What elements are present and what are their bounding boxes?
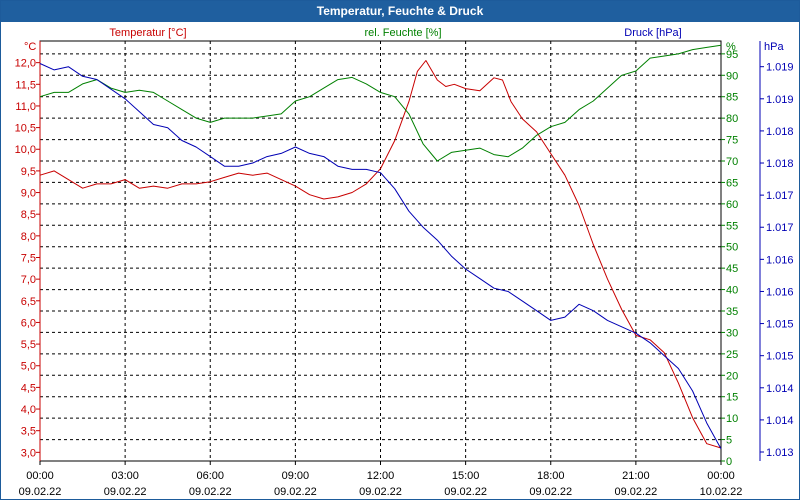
humidity-unit-label: % (726, 41, 736, 53)
temperature-tick-label: 11,0 (15, 101, 36, 113)
x-tick-time: 09:00 (282, 470, 310, 482)
humidity-series-line (39, 44, 722, 162)
x-tick-date: 09.02.22 (19, 486, 62, 498)
pressure-tick-label: 1.016 (766, 254, 794, 266)
series-layer (39, 44, 722, 450)
pressure-tick-label: 1.015 (766, 351, 794, 363)
humidity-tick-label: 90 (726, 70, 738, 82)
x-tick-time: 15:00 (452, 470, 480, 482)
humidity-legend: rel. Feuchte [%] (364, 27, 441, 39)
x-tick-time: 21:00 (622, 470, 650, 482)
x-tick-date: 09.02.22 (359, 486, 402, 498)
humidity-tick-label: 35 (726, 306, 738, 318)
temperature-tick-label: 3,0 (21, 447, 36, 459)
temperature-tick-label: 5,0 (21, 361, 36, 373)
humidity-tick-label: 80 (726, 113, 738, 125)
humidity-tick-label: 70 (726, 156, 738, 168)
pressure-tick-label: 1.013 (766, 447, 794, 459)
temperature-tick-label: 7,0 (21, 274, 36, 286)
humidity-tick-label: 45 (726, 263, 738, 275)
x-tick-date: 09.02.22 (614, 486, 657, 498)
pressure-tick-label: 1.017 (766, 190, 794, 202)
x-tick-time: 06:00 (196, 470, 224, 482)
pressure-tick-label: 1.014 (766, 383, 794, 395)
x-tick-date: 09.02.22 (529, 486, 572, 498)
humidity-tick-label: 40 (726, 285, 738, 297)
temperature-tick-label: 10,5 (15, 123, 36, 135)
x-tick-time: 00:00 (26, 470, 54, 482)
temperature-tick-label: 8,5 (21, 209, 36, 221)
x-tick-time: 00:00 (707, 470, 735, 482)
x-tick-date: 09.02.22 (444, 486, 487, 498)
temperature-legend: Temperatur [°C] (109, 27, 186, 39)
pressure-tick-label: 1.016 (766, 286, 794, 298)
temperature-tick-label: 6,0 (21, 317, 36, 329)
humidity-tick-label: 10 (726, 413, 738, 425)
humidity-tick-label: 75 (726, 135, 738, 147)
temperature-series-line (39, 60, 722, 449)
humidity-tick-label: 65 (726, 177, 738, 189)
pressure-tick-label: 1.019 (766, 94, 794, 106)
pressure-tick-label: 1.014 (766, 415, 794, 427)
grid (36, 40, 764, 465)
temperature-tick-label: 9,5 (21, 166, 36, 178)
x-tick-date: 09.02.22 (189, 486, 232, 498)
humidity-tick-label: 20 (726, 370, 738, 382)
pressure-tick-label: 1.017 (766, 222, 794, 234)
temperature-tick-label: 10,0 (15, 144, 36, 156)
humidity-tick-label: 60 (726, 199, 738, 211)
humidity-tick-label: 25 (726, 349, 738, 361)
window-title: Temperatur, Feuchte & Druck (1, 1, 799, 22)
pressure-legend: Druck [hPa] (624, 27, 681, 39)
pressure-tick-label: 1.019 (766, 62, 794, 74)
pressure-tick-label: 1.018 (766, 126, 794, 138)
temperature-tick-label: 8,0 (21, 231, 36, 243)
x-tick-time: 12:00 (367, 470, 395, 482)
pressure-tick-label: 1.015 (766, 319, 794, 331)
x-tick-time: 03:00 (111, 470, 139, 482)
pressure-tick-label: 1.018 (766, 158, 794, 170)
axes-layer: Temperatur [°C] rel. Feuchte [%] Druck [… (15, 27, 794, 498)
temperature-tick-label: 9,0 (21, 188, 36, 200)
humidity-tick-label: 55 (726, 220, 738, 232)
humidity-tick-label: 50 (726, 242, 738, 254)
humidity-tick-label: 0 (726, 456, 732, 468)
temperature-tick-label: 6,5 (21, 296, 36, 308)
humidity-tick-label: 5 (726, 435, 732, 447)
temperature-tick-label: 7,5 (21, 252, 36, 264)
x-tick-date: 10.02.22 (700, 486, 743, 498)
pressure-unit-label: hPa (764, 41, 784, 53)
pressure-series-line (39, 63, 722, 450)
x-tick-time: 18:00 (537, 470, 565, 482)
humidity-tick-label: 30 (726, 327, 738, 339)
humidity-tick-label: 15 (726, 392, 738, 404)
temperature-tick-label: 4,5 (21, 382, 36, 394)
temperature-tick-label: 4,0 (21, 404, 36, 416)
temperature-tick-label: 12,0 (15, 58, 36, 70)
x-tick-date: 09.02.22 (274, 486, 317, 498)
x-tick-date: 09.02.22 (104, 486, 147, 498)
temperature-tick-label: 5,5 (21, 339, 36, 351)
temperature-unit-label: °C (24, 41, 36, 53)
humidity-tick-label: 85 (726, 92, 738, 104)
temperature-tick-label: 3,5 (21, 426, 36, 438)
humidity-tick-label: 95 (726, 49, 738, 61)
temperature-tick-label: 11,5 (15, 79, 36, 91)
